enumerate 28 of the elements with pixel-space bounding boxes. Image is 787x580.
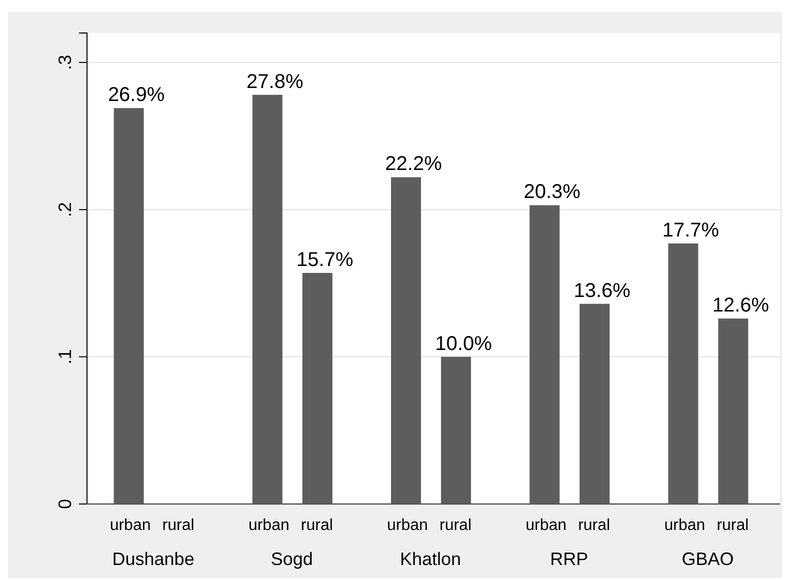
x-tick-label: Khatlon [400,549,462,569]
x-tick-label: RRP [550,549,588,569]
text: rural [300,517,333,534]
series-label: urban [387,517,428,534]
x-tick-label: Dushanbe [112,549,194,569]
data-label: 20.3% [524,181,581,204]
text: rural [578,517,610,534]
data-label: 26.9% [108,84,165,106]
data-label: 12.6% [712,294,770,317]
text: rural [162,517,194,534]
data-label: 27.8% [246,70,304,93]
y-tick-label: .2 [55,202,75,218]
data-label: 17.7% [662,219,720,242]
y-tick-label: .3 [55,54,75,70]
text: urban [664,517,706,534]
data-label: 15.7% [296,248,354,271]
series-label: rural [439,517,472,534]
data-label: 13.6% [574,280,631,302]
data-label: 22.2% [385,153,442,176]
data-label: 10.0% [435,332,492,355]
y-tick-label: .1 [55,349,75,364]
text: rural [716,517,749,534]
text: urban [110,517,151,534]
text: urban [526,517,567,534]
x-tick-label: GBAO [682,549,734,569]
text: urban [248,517,290,534]
x-tick-label: Sogd [270,549,313,569]
y-tick-label: 0 [55,498,75,510]
